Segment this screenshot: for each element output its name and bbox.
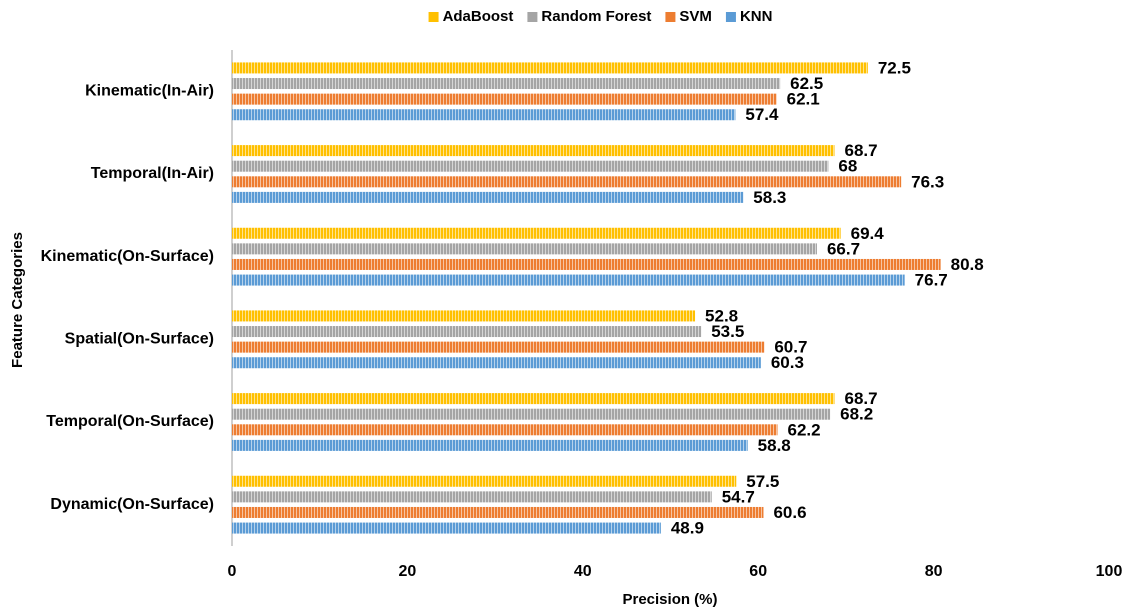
- value-label: 58.3: [753, 188, 786, 207]
- bar: [232, 227, 841, 239]
- bar: [232, 341, 765, 353]
- x-tick-label: 20: [399, 563, 417, 580]
- bar: [232, 408, 831, 420]
- bar: [232, 491, 712, 503]
- y-axis-title: Feature Categories: [9, 232, 26, 368]
- legend-item: KNN: [725, 8, 773, 25]
- value-label: 60.6: [773, 503, 806, 522]
- bar: [232, 78, 781, 90]
- value-label: 57.4: [745, 105, 779, 124]
- bar: [232, 357, 761, 369]
- bar: [232, 258, 941, 270]
- legend-label: KNN: [740, 8, 773, 25]
- bar: [232, 176, 902, 188]
- x-tick-label: 60: [749, 563, 767, 580]
- value-label: 57.5: [746, 472, 779, 491]
- x-tick-label: 100: [1096, 563, 1123, 580]
- bar: [232, 393, 835, 405]
- value-label: 68.2: [840, 405, 873, 424]
- bar: [232, 274, 905, 286]
- x-axis-title: Precision (%): [622, 591, 717, 608]
- bar: [232, 506, 764, 518]
- value-label: 72.5: [878, 58, 911, 77]
- value-label: 60.7: [774, 338, 807, 357]
- value-label: 68.7: [844, 141, 877, 160]
- legend-label: SVM: [679, 8, 712, 25]
- bar: [232, 160, 829, 172]
- legend-label: AdaBoost: [443, 8, 514, 25]
- bar: [232, 62, 868, 74]
- value-label: 52.8: [705, 306, 738, 325]
- y-tick-label: Temporal(In-Air): [91, 165, 214, 182]
- y-tick-label: Kinematic(On-Surface): [41, 248, 214, 265]
- value-label: 76.3: [911, 172, 944, 191]
- legend-label: Random Forest: [541, 8, 651, 25]
- value-label: 76.7: [915, 271, 948, 290]
- legend-item: Random Forest: [527, 8, 651, 25]
- legend-item: SVM: [665, 8, 712, 25]
- bar: [232, 109, 736, 121]
- value-label: 62.2: [787, 420, 820, 439]
- value-label: 68.7: [844, 389, 877, 408]
- value-label: 62.1: [787, 90, 820, 109]
- bar: [232, 93, 777, 105]
- value-label: 69.4: [851, 224, 885, 243]
- bar: [232, 326, 702, 338]
- y-tick-label: Dynamic(On-Surface): [50, 496, 214, 513]
- bar: [232, 310, 696, 322]
- value-label: 48.9: [671, 519, 704, 538]
- x-tick-label: 40: [574, 563, 592, 580]
- bar: [232, 191, 744, 203]
- y-tick-label: Kinematic(In-Air): [85, 83, 214, 100]
- value-label: 80.8: [951, 255, 984, 274]
- value-label: 53.5: [711, 322, 744, 341]
- value-label: 60.3: [771, 353, 804, 372]
- y-tick-label: Temporal(On-Surface): [46, 413, 214, 430]
- bar: [232, 424, 778, 436]
- x-tick-label: 80: [925, 563, 943, 580]
- bar: [232, 243, 817, 255]
- value-label: 54.7: [722, 487, 755, 506]
- legend-marker: [527, 12, 538, 22]
- legend-item: AdaBoost: [428, 8, 514, 25]
- legend-marker: [665, 12, 676, 22]
- x-tick-label: 0: [228, 563, 237, 580]
- value-label: 58.8: [758, 436, 791, 455]
- bar: [232, 145, 835, 157]
- value-label: 66.7: [827, 239, 860, 258]
- y-tick-label: Spatial(On-Surface): [65, 331, 214, 348]
- legend-marker: [725, 12, 736, 22]
- bar: [232, 475, 737, 487]
- bar: [232, 522, 661, 534]
- value-label: 62.5: [790, 74, 823, 93]
- legend-marker: [428, 12, 439, 22]
- bar: [232, 439, 748, 451]
- value-label: 68: [838, 157, 857, 176]
